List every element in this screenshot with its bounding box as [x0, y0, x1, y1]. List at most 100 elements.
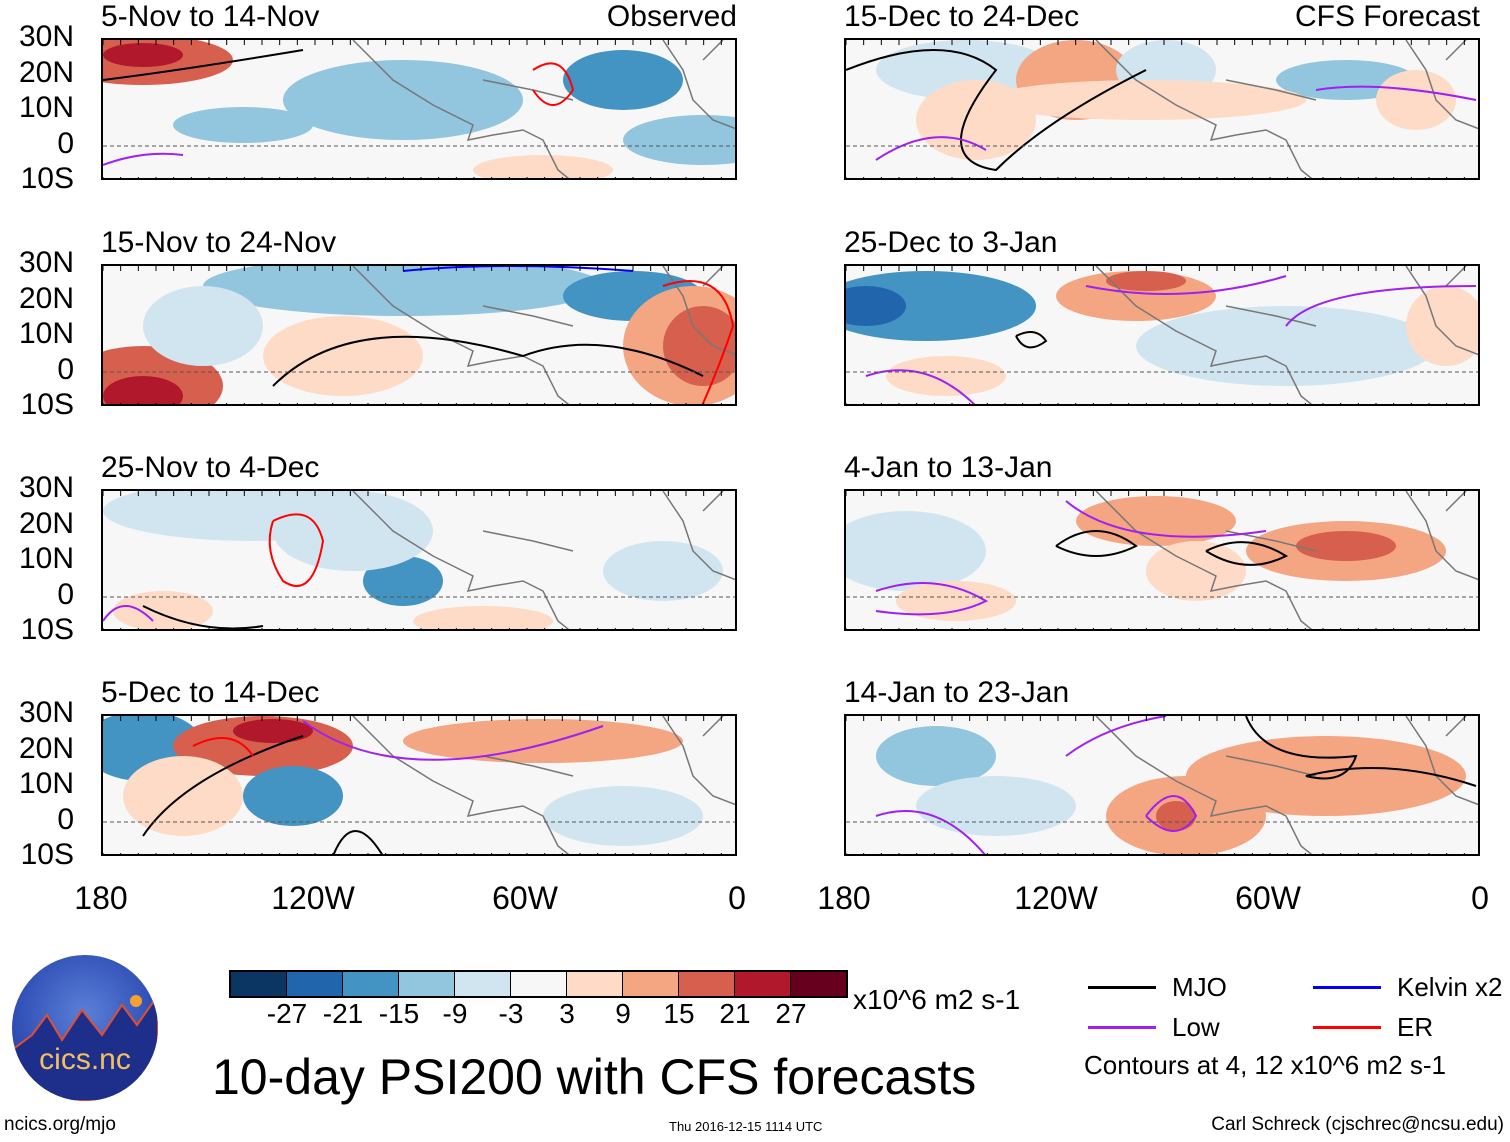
colorbar-label: 27	[775, 998, 807, 1029]
colorbar-swatch	[735, 972, 791, 996]
lat-label: 20N	[18, 506, 74, 540]
legend-line	[1088, 1026, 1156, 1029]
legend-label: Kelvin x2	[1397, 972, 1503, 1002]
anomaly-shading	[986, 80, 1306, 120]
coastline	[1095, 716, 1478, 854]
panel-tag: Observed	[606, 0, 737, 33]
anomaly-shading	[543, 786, 703, 846]
lat-label: 30N	[18, 471, 74, 504]
contour-line	[1315, 85, 1477, 101]
colorbar-label: 21	[719, 998, 751, 1029]
lon-label: 180	[74, 880, 128, 916]
colorbar-swatch	[567, 972, 623, 996]
lat-label: 10S	[20, 162, 74, 195]
lon-label: 180	[817, 880, 871, 916]
anomaly-shading	[233, 719, 313, 743]
lon-label: 120W	[271, 880, 355, 916]
anomaly-shading	[413, 606, 553, 629]
contour-line	[268, 513, 325, 587]
contour-line	[662, 280, 735, 404]
colorbar-units: x10^6 m2 s-1	[853, 984, 1021, 1015]
map-panel	[844, 489, 1480, 631]
contour-line	[1055, 530, 1138, 557]
colorbar-label: -27	[266, 998, 308, 1029]
contour-line	[103, 49, 304, 81]
coastline	[352, 266, 735, 404]
contour-line	[1145, 795, 1198, 832]
lon-label: 0	[728, 880, 746, 916]
anomaly-shading	[283, 60, 523, 140]
panel-title: 5-Dec to 14-Dec	[101, 676, 320, 709]
colorbar-swatch	[343, 972, 399, 996]
panel-title: 25-Nov to 4-Dec	[101, 451, 320, 484]
map-panel	[844, 38, 1480, 180]
anomaly-shading	[203, 266, 603, 316]
anomaly-shading	[886, 356, 1006, 396]
contour-line	[875, 810, 986, 854]
anomaly-shading	[143, 286, 263, 366]
anomaly-shading	[563, 50, 683, 110]
lon-label: 120W	[1014, 880, 1098, 916]
anomaly-shading	[1296, 531, 1396, 561]
panel-title: 15-Nov to 24-Nov	[101, 226, 337, 259]
legend-label: MJO	[1172, 972, 1227, 1002]
coastline	[352, 716, 735, 854]
contour-line	[865, 369, 976, 404]
footer-timestamp: Thu 2016-12-15 1114 UTC	[669, 1119, 823, 1134]
contour-line	[302, 720, 604, 761]
lat-label: 20N	[18, 281, 74, 315]
contour-line	[532, 62, 575, 106]
anomaly-shading	[846, 271, 1036, 341]
colorbar-swatch	[399, 972, 455, 996]
colorbar-swatch	[623, 972, 679, 996]
contour-line	[332, 830, 383, 854]
panel-title: 5-Nov to 14-Nov	[101, 0, 320, 33]
coastline	[352, 491, 735, 629]
anomaly-shading	[896, 581, 1016, 621]
legend-label: Low	[1172, 1012, 1220, 1042]
map-panel	[101, 489, 737, 631]
anomaly-shading	[916, 776, 1076, 836]
colorbar-label: 9	[615, 998, 631, 1029]
footer-url[interactable]: ncics.org/mjo	[4, 1114, 116, 1135]
anomaly-shading	[103, 376, 183, 404]
lat-label: 20N	[18, 55, 74, 89]
contour-line	[1015, 331, 1048, 349]
colorbar-swatch	[679, 972, 735, 996]
anomaly-shading	[243, 766, 343, 826]
colorbar-swatch	[287, 972, 343, 996]
lat-label: 20N	[18, 731, 74, 765]
contour-line	[402, 266, 634, 272]
contour-line	[1205, 541, 1289, 566]
coastline	[1095, 491, 1478, 629]
coastline	[1095, 40, 1478, 178]
lat-label: 10N	[18, 767, 74, 800]
anomaly-shading	[846, 511, 986, 591]
lat-label: 30N	[18, 20, 74, 53]
anomaly-shading	[173, 107, 313, 143]
anomaly-shading	[1146, 541, 1246, 601]
colorbar-label: 3	[559, 998, 575, 1029]
contour-line	[272, 335, 704, 387]
map-panel	[101, 714, 737, 856]
contour-line	[1065, 500, 1267, 538]
lon-label: 60W	[492, 880, 558, 916]
contour-line	[875, 136, 987, 161]
anomaly-shading	[1376, 70, 1456, 130]
anomaly-shading	[363, 556, 443, 606]
anomaly-shading	[113, 591, 213, 629]
map-panel	[101, 38, 737, 180]
lat-label: 10S	[20, 613, 74, 646]
legend-line	[1313, 1026, 1381, 1029]
lat-label: 0	[57, 352, 74, 386]
anomaly-shading	[1106, 271, 1186, 291]
anomaly-shading	[876, 40, 1056, 100]
colorbar-label: -15	[378, 998, 420, 1029]
anomaly-shading	[876, 726, 996, 786]
contour-note: Contours at 4, 12 x10^6 m2 s-1	[1084, 1050, 1446, 1080]
lat-label: 0	[57, 802, 74, 836]
anomaly-shading	[403, 719, 683, 763]
contour-line	[103, 152, 184, 166]
anomaly-shading	[1076, 496, 1236, 546]
contour-line	[103, 605, 154, 622]
